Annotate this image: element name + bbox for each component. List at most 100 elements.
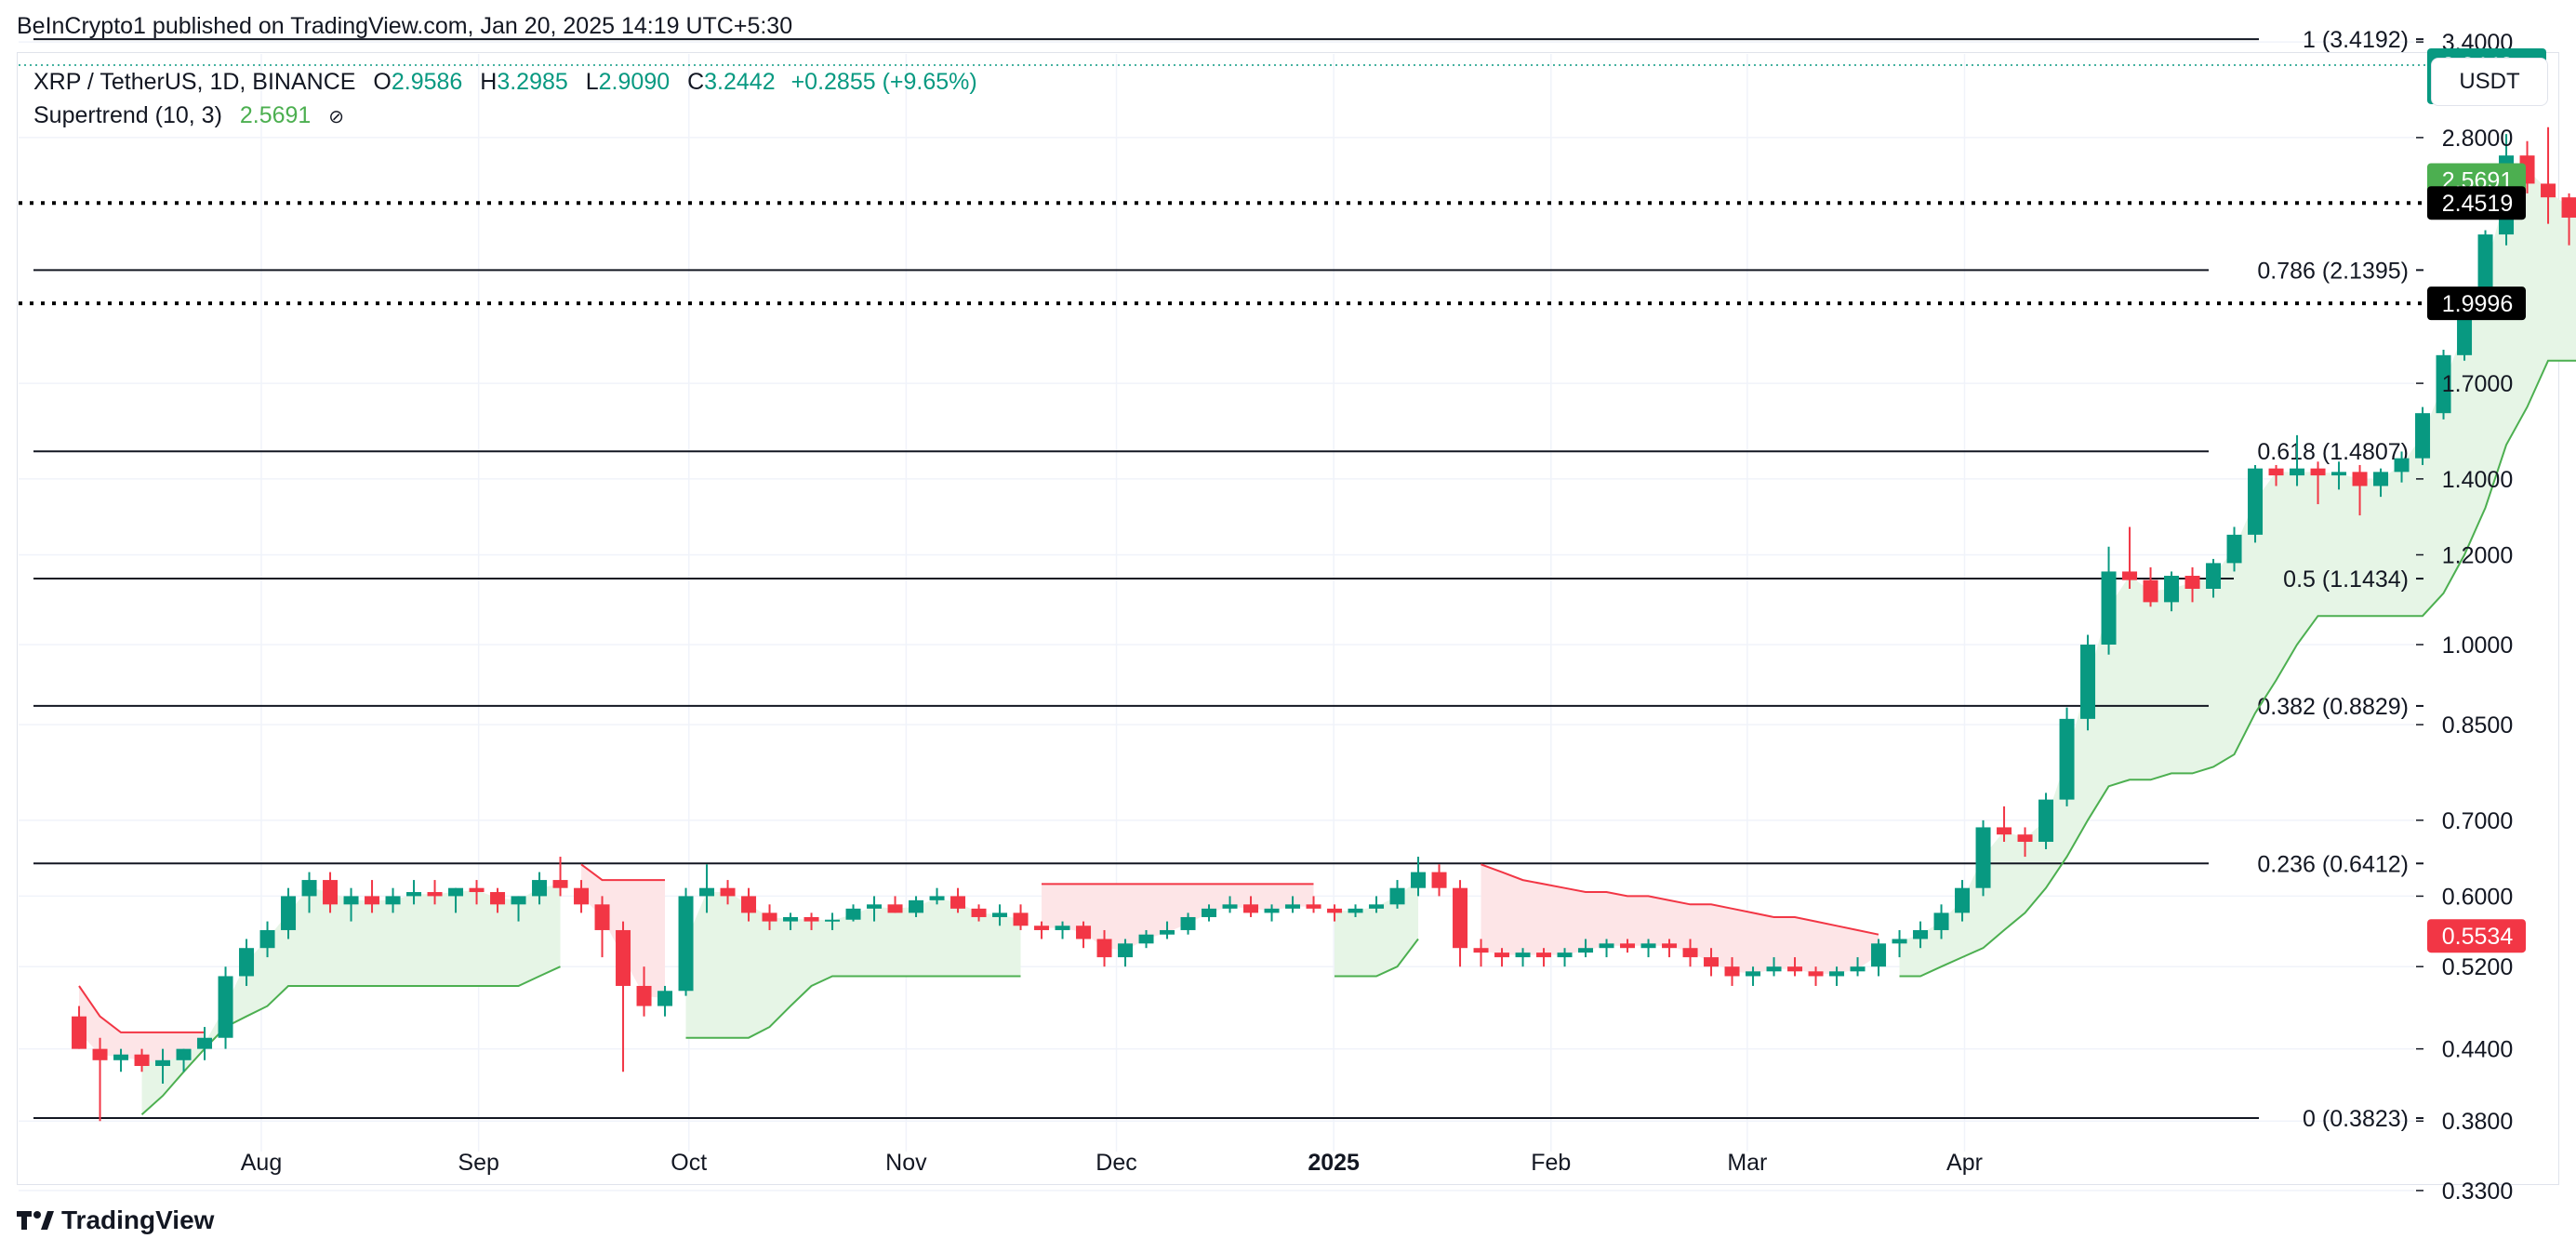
candle-body[interactable] [1955, 887, 1971, 913]
candle-body[interactable] [1578, 948, 1594, 953]
candle-body[interactable] [1662, 943, 1678, 949]
candle-body[interactable] [1138, 934, 1154, 944]
candle-body[interactable] [113, 1054, 129, 1060]
candle-body[interactable] [1892, 939, 1907, 944]
candle-body[interactable] [1704, 957, 1720, 967]
candle-body[interactable] [469, 887, 485, 893]
candle-body[interactable] [762, 912, 777, 922]
candle-body[interactable] [909, 899, 924, 913]
symbol-label[interactable]: XRP / TetherUS, 1D, BINANCE [33, 69, 356, 95]
candle-body[interactable] [1013, 912, 1029, 926]
candle-body[interactable] [2373, 472, 2389, 486]
candle-body[interactable] [1808, 971, 1824, 977]
candle-body[interactable] [2331, 472, 2347, 476]
candle-body[interactable] [1431, 872, 1447, 888]
candle-body[interactable] [218, 976, 233, 1038]
candle-body[interactable] [2143, 579, 2158, 603]
candle-body[interactable] [1599, 943, 1614, 949]
indicator-label[interactable]: Supertrend (10, 3) [33, 102, 222, 128]
candle-body[interactable] [657, 991, 673, 1006]
candle-body[interactable] [343, 896, 359, 905]
candle-body[interactable] [1494, 952, 1510, 958]
candle-body[interactable] [239, 948, 255, 977]
candle-body[interactable] [825, 919, 841, 922]
candle-body[interactable] [2080, 645, 2096, 719]
candle-body[interactable] [1055, 926, 1070, 930]
candle-body[interactable] [1724, 966, 1740, 977]
candle-body[interactable] [2541, 183, 2556, 198]
candle-body[interactable] [1202, 908, 1217, 917]
candle-body[interactable] [1243, 904, 1259, 913]
candle-body[interactable] [2248, 468, 2264, 535]
candle-body[interactable] [1975, 827, 1991, 888]
candle-body[interactable] [1787, 966, 1803, 972]
candle-body[interactable] [1096, 939, 1112, 958]
candle-body[interactable] [552, 880, 568, 888]
candle-body[interactable] [406, 892, 422, 897]
candle-body[interactable] [845, 908, 861, 920]
candle-body[interactable] [1682, 948, 1698, 958]
candle-body[interactable] [1160, 929, 1175, 935]
candle-body[interactable] [2017, 834, 2033, 843]
candle-body[interactable] [2164, 576, 2180, 603]
candle-body[interactable] [1348, 908, 1363, 913]
candle-body[interactable] [1369, 904, 1385, 909]
candle-body[interactable] [1327, 908, 1343, 913]
candle-body[interactable] [2415, 413, 2431, 459]
candle-body[interactable] [1933, 912, 1949, 930]
candle-body[interactable] [259, 929, 275, 949]
candle-body[interactable] [678, 896, 694, 992]
candle-body[interactable] [1264, 908, 1280, 913]
candle-body[interactable] [2436, 354, 2451, 414]
candle-body[interactable] [323, 880, 339, 905]
candle-body[interactable] [2184, 576, 2200, 590]
candle-body[interactable] [1076, 926, 1092, 939]
candle-body[interactable] [1306, 904, 1321, 909]
candle-body[interactable] [2038, 799, 2054, 843]
candle-body[interactable] [2268, 468, 2284, 476]
candle-body[interactable] [1850, 966, 1866, 972]
candle-body[interactable] [887, 904, 903, 913]
candle-body[interactable] [2352, 472, 2368, 486]
candle-body[interactable] [720, 887, 736, 897]
candle-body[interactable] [1411, 872, 1427, 888]
candle-body[interactable] [1180, 916, 1196, 930]
candle-body[interactable] [301, 880, 317, 897]
candle-body[interactable] [92, 1048, 108, 1060]
candle-body[interactable] [427, 892, 443, 897]
candle-body[interactable] [783, 916, 799, 922]
candle-body[interactable] [176, 1048, 192, 1060]
currency-button[interactable]: USDT [2431, 58, 2548, 106]
candle-body[interactable] [741, 896, 757, 913]
candle-body[interactable] [1536, 952, 1552, 958]
candle-body[interactable] [365, 896, 380, 905]
candle-body[interactable] [1746, 971, 1761, 977]
candle-body[interactable] [1389, 887, 1405, 905]
candle-body[interactable] [1557, 952, 1573, 958]
candle-body[interactable] [1222, 904, 1238, 909]
candle-body[interactable] [385, 896, 401, 905]
hidden-eye-icon[interactable]: ⊘ [328, 107, 345, 127]
candle-body[interactable] [511, 896, 526, 905]
candle-body[interactable] [1913, 929, 1929, 939]
candle-body[interactable] [1285, 904, 1301, 909]
candle-body[interactable] [2290, 468, 2305, 476]
candle-body[interactable] [929, 896, 945, 900]
candle-body[interactable] [2101, 571, 2117, 645]
candle-body[interactable] [594, 904, 610, 930]
candle-body[interactable] [197, 1037, 213, 1049]
candle-body[interactable] [1473, 948, 1489, 953]
candle-body[interactable] [490, 892, 506, 905]
candle-body[interactable] [1829, 971, 1845, 977]
candle-body[interactable] [532, 880, 548, 897]
tradingview-logo[interactable]: TradingView [17, 1205, 214, 1235]
candle-body[interactable] [636, 985, 652, 1006]
candle-body[interactable] [1640, 943, 1656, 949]
candle-body[interactable] [1766, 966, 1782, 972]
candle-body[interactable] [699, 887, 715, 897]
candle-body[interactable] [1515, 952, 1531, 958]
candle-body[interactable] [134, 1054, 150, 1066]
candle-body[interactable] [971, 908, 987, 917]
candle-body[interactable] [867, 904, 883, 909]
